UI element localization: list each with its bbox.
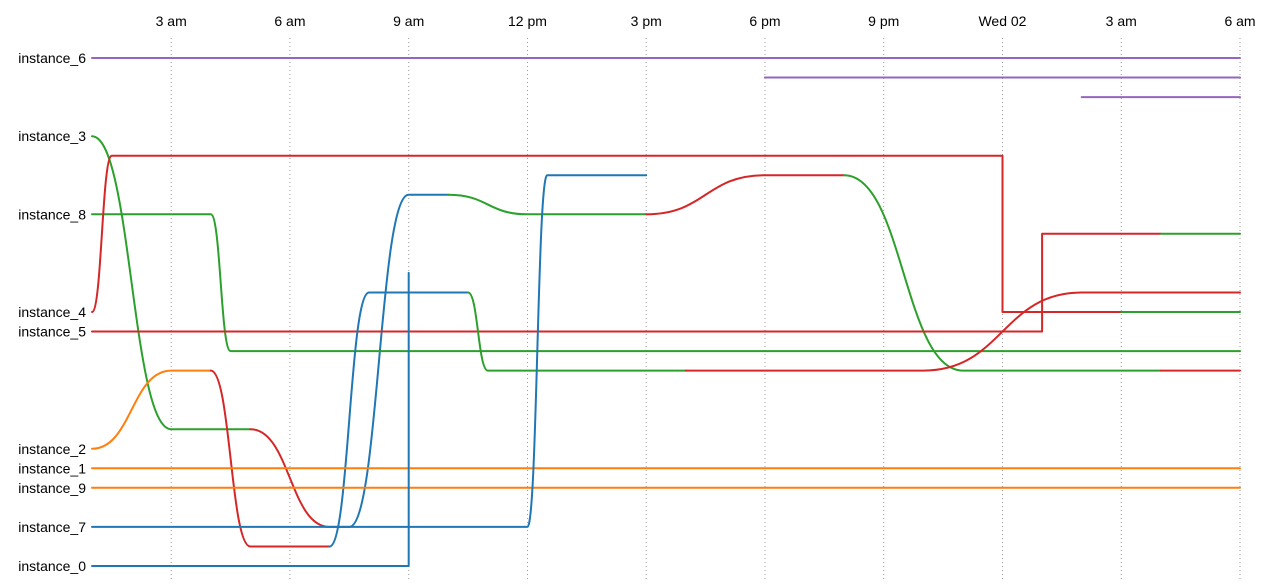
series-line-blue-23 (91, 271, 410, 567)
y-label-instance_8: instance_8 (18, 206, 86, 222)
y-axis-labels: instance_6 instance_3 instance_8 instance_4… (18, 50, 86, 574)
y-label-instance_7: instance_7 (18, 519, 86, 535)
y-label-instance_3: instance_3 (18, 128, 86, 144)
series-line-red-7 (645, 174, 846, 216)
x-tick-label: 3 am (156, 13, 187, 29)
x-tick-label: Wed 02 (978, 13, 1026, 29)
series-line-red-13 (91, 232, 1162, 333)
y-label-instance_4: instance_4 (18, 304, 86, 320)
x-tick-label: 12 pm (508, 13, 547, 29)
series-line-red-11 (91, 154, 1123, 313)
y-label-instance_5: instance_5 (18, 324, 86, 340)
series-line-red-16 (209, 369, 331, 548)
series-line-red-4 (249, 428, 351, 528)
x-tick-label: 6 pm (749, 13, 780, 29)
series-line-green-10 (91, 213, 1241, 353)
x-tick-label: 6 am (1224, 13, 1255, 29)
y-label-instance_6: instance_6 (18, 50, 86, 66)
series-line-blue-22 (91, 174, 648, 528)
series-line-green-3 (91, 135, 252, 431)
x-tick-label: 9 pm (868, 13, 899, 29)
x-tick-label: 3 pm (631, 13, 662, 29)
series-layer (91, 57, 1241, 567)
grid-layer (170, 38, 1241, 580)
x-tick-label: 3 am (1106, 13, 1137, 29)
series-line-green-6 (447, 193, 648, 216)
series-line-red-19 (684, 291, 1241, 372)
series-line-blue-17 (328, 291, 470, 548)
y-label-instance_1: instance_1 (18, 460, 86, 476)
series-line-green-18 (467, 291, 687, 372)
series-line-orange-15 (91, 369, 212, 450)
y-label-instance_2: instance_2 (18, 441, 86, 457)
y-label-instance_9: instance_9 (18, 480, 86, 496)
x-tick-label: 9 am (393, 13, 424, 29)
x-axis-ticks: 3 am 6 am 9 am 12 pm 3 pm 6 pm 9 pm Wed 02 3 am 6… (156, 13, 1256, 29)
x-tick-label: 6 am (274, 13, 305, 29)
y-label-instance_0: instance_0 (18, 558, 86, 574)
series-line-blue-5 (348, 193, 450, 528)
